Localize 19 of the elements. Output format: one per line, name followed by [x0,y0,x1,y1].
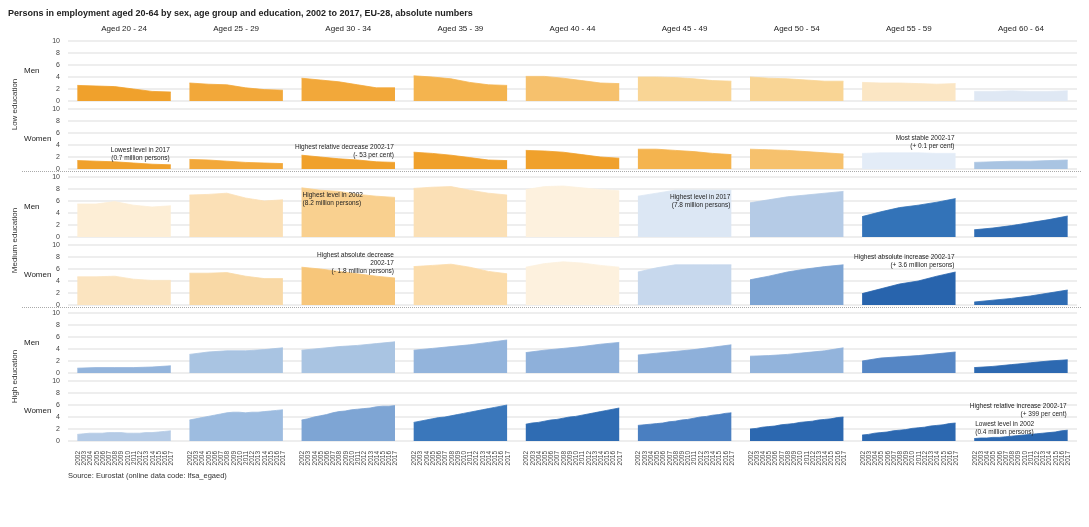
text: Aged 55 - 59 [885,24,932,33]
text: Aged 60 - 64 [998,24,1044,33]
y-axis-title: Men [24,66,40,75]
y-axis-title: Men [24,202,40,211]
text: Aged 50 - 54 [773,24,820,33]
text: Low education [10,78,20,130]
text: Aged 45 - 49 [661,24,708,33]
text: Aged 25 - 29 [213,24,260,33]
y-axis-title: Men [24,338,40,347]
text: High education [10,349,20,403]
y-axis-title: Women [24,270,52,279]
text: Persons in employment aged 20-64 by sex, age group and education, 2002 to 2017, EU-28, absolute numbers [8,8,474,20]
y-axis-title: Women [24,406,52,415]
text: Medium education [10,207,20,273]
text: Aged 40 - 44 [549,24,596,33]
text: Aged 35 - 39 [437,24,484,33]
text: Aged 30 - 34 [325,24,372,33]
y-axis-title: Women [24,134,52,143]
text: Aged 20 - 24 [101,24,147,33]
